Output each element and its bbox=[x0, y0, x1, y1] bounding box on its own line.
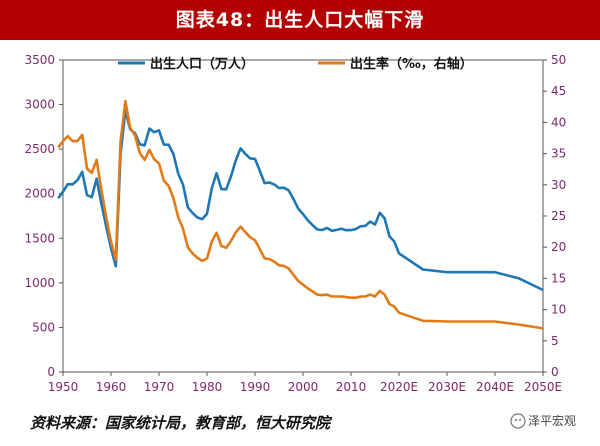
birth-rate-line bbox=[57, 99, 544, 330]
chart-title: 图表48：出生人口大幅下滑 bbox=[175, 9, 425, 31]
right-tick-label: 10 bbox=[551, 303, 566, 317]
watermark-text: 泽平宏观 bbox=[528, 414, 577, 428]
x-tick-label: 2010 bbox=[336, 380, 367, 394]
source-note: 资料来源：国家统计局，教育部，恒大研究院 bbox=[30, 414, 331, 432]
left-tick-label: 2000 bbox=[24, 187, 55, 201]
x-tick-label: 1990 bbox=[240, 380, 271, 394]
legend-label-rate: 出生率（‰，右轴） bbox=[350, 56, 473, 72]
watermark: 泽平宏观 bbox=[510, 411, 596, 431]
x-tick-label: 1950 bbox=[48, 380, 79, 394]
births-line bbox=[57, 109, 544, 292]
right-tick-label: 40 bbox=[551, 115, 566, 129]
x-tick-label: 2020E bbox=[380, 380, 418, 394]
x-tick-label: 2000 bbox=[288, 380, 319, 394]
title-banner bbox=[0, 0, 600, 40]
left-tick-label: 1500 bbox=[24, 231, 55, 245]
legend-label-births: 出生人口（万人） bbox=[150, 56, 254, 72]
right-tick-label: 15 bbox=[551, 271, 566, 285]
left-tick-label: 0 bbox=[47, 365, 55, 379]
x-tick-label: 2050E bbox=[524, 380, 562, 394]
right-tick-label: 30 bbox=[551, 178, 566, 192]
left-tick-label: 3000 bbox=[24, 98, 55, 112]
right-tick-label: 0 bbox=[551, 365, 559, 379]
right-tick-label: 35 bbox=[551, 147, 566, 161]
x-tick-label: 1960 bbox=[96, 380, 127, 394]
right-tick-label: 5 bbox=[551, 334, 559, 348]
left-tick-label: 1000 bbox=[24, 276, 55, 290]
right-tick-label: 45 bbox=[551, 84, 566, 98]
right-tick-label: 50 bbox=[551, 53, 566, 67]
x-tick-label: 1970 bbox=[144, 380, 175, 394]
x-tick-label: 2040E bbox=[476, 380, 514, 394]
legend: 出生人口（万人） 出生率（‰，右轴） bbox=[118, 56, 473, 72]
x-tick-label: 1980 bbox=[192, 380, 223, 394]
x-axis: 1950 1960 1970 1980 1990 2000 2010 2020E 2030E 20… bbox=[48, 372, 562, 394]
series-layer bbox=[57, 99, 544, 330]
left-tick-label: 2500 bbox=[24, 142, 55, 156]
chart: 0 500 1000 1500 2000 2500 3000 3500 0 5 10 15 20 25 3… bbox=[24, 53, 566, 394]
x-tick-label: 2030E bbox=[428, 380, 466, 394]
right-tick-label: 20 bbox=[551, 240, 566, 254]
left-axis: 0 500 1000 1500 2000 2500 3000 3500 bbox=[24, 53, 63, 379]
left-tick-label: 500 bbox=[32, 320, 55, 334]
left-tick-label: 3500 bbox=[24, 53, 55, 67]
right-axis: 0 5 10 15 20 25 30 35 40 45 50 bbox=[543, 53, 566, 379]
wechat-icon bbox=[510, 413, 526, 429]
right-tick-label: 25 bbox=[551, 209, 566, 223]
